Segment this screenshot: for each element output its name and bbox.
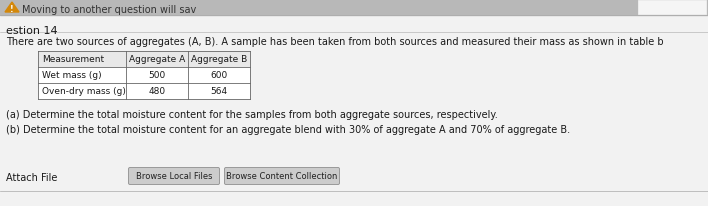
Text: 564: 564: [210, 87, 227, 96]
FancyBboxPatch shape: [224, 168, 340, 185]
Text: 480: 480: [149, 87, 166, 96]
Text: There are two sources of aggregates (A, B). A sample has been taken from both so: There are two sources of aggregates (A, …: [6, 37, 663, 47]
Text: Aggregate B: Aggregate B: [191, 55, 247, 64]
Text: Measurement: Measurement: [42, 55, 104, 64]
Text: Browse Content Collection: Browse Content Collection: [227, 172, 338, 181]
FancyBboxPatch shape: [128, 168, 219, 185]
Text: !: !: [10, 6, 14, 14]
Text: Browse Local Files: Browse Local Files: [136, 172, 212, 181]
Bar: [38, 52, 250, 68]
Text: Aggregate A: Aggregate A: [129, 55, 185, 64]
Text: Oven-dry mass (g): Oven-dry mass (g): [42, 87, 126, 96]
Polygon shape: [5, 3, 19, 13]
Text: Wet mass (g): Wet mass (g): [42, 71, 102, 80]
Text: 500: 500: [149, 71, 166, 80]
Text: Attach File: Attach File: [6, 172, 57, 182]
Bar: [38, 52, 250, 99]
Text: 600: 600: [210, 71, 228, 80]
Text: (b) Determine the total moisture content for an aggregate blend with 30% of aggr: (b) Determine the total moisture content…: [6, 124, 570, 134]
Text: (a) Determine the total moisture content for the samples from both aggregate sou: (a) Determine the total moisture content…: [6, 109, 498, 119]
Text: estion 14: estion 14: [6, 26, 57, 36]
Text: Moving to another question will sav: Moving to another question will sav: [22, 5, 196, 15]
Bar: [0, 0, 708, 16]
Bar: [638, 1, 706, 15]
